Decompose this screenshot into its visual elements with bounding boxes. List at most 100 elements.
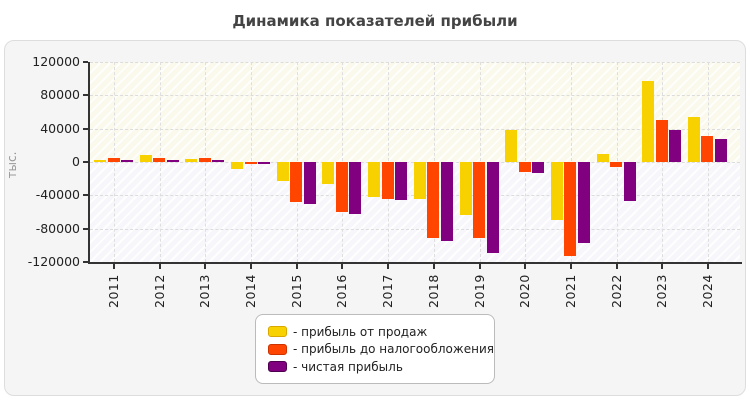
bar-2017-series1 <box>368 162 381 198</box>
bar-2013-series1 <box>185 159 198 162</box>
bar-2015-series2 <box>290 162 303 203</box>
plot-area <box>90 62 740 262</box>
bar-2015-series1 <box>276 162 289 181</box>
bar-2022-series1 <box>596 154 609 162</box>
bar-2011-series1 <box>94 159 106 162</box>
bar-2024-series2 <box>701 136 714 162</box>
y-tick-label: 40000 <box>40 120 80 136</box>
x-tick-label: 2021 <box>562 274 578 308</box>
y-axis-tick <box>83 194 88 197</box>
y-axis-tick <box>83 94 88 97</box>
gridline-h <box>90 62 740 63</box>
y-tick-label: -80000 <box>35 220 80 236</box>
bar-2019-series2 <box>473 162 486 239</box>
bar-2021-series3 <box>577 162 590 243</box>
bar-2020-series2 <box>518 162 531 173</box>
x-axis-tick <box>706 264 709 269</box>
bar-2024-series3 <box>714 138 727 162</box>
bar-2012-series2 <box>153 158 166 162</box>
x-tick-label: 2011 <box>106 274 121 308</box>
bar-2022-series3 <box>623 162 636 202</box>
y-axis-tick <box>83 61 88 63</box>
bar-2019-series3 <box>486 162 499 253</box>
bar-2016-series2 <box>335 162 348 213</box>
bar-2018-series1 <box>413 162 426 200</box>
bar-2021-series2 <box>564 162 577 257</box>
bar-2018-series2 <box>427 162 440 239</box>
x-tick-label: 2024 <box>699 274 715 308</box>
x-tick-label: 2023 <box>654 274 670 308</box>
x-axis-tick <box>524 264 527 269</box>
legend-label: - чистая прибыль <box>293 359 403 374</box>
x-tick-label: 2016 <box>334 274 350 308</box>
legend-swatch-icon <box>268 343 287 355</box>
bar-2018-series3 <box>440 162 453 241</box>
legend-label: - прибыль от продаж <box>293 324 428 339</box>
x-tick-label: 2019 <box>471 274 487 308</box>
y-tick-label: -40000 <box>35 187 80 203</box>
gridline-h <box>90 128 740 130</box>
x-axis-tick <box>661 264 664 269</box>
bar-2016-series1 <box>322 162 335 185</box>
x-axis-tick <box>204 264 207 269</box>
bar-2017-series3 <box>395 162 408 200</box>
bar-2017-series2 <box>381 162 394 199</box>
x-tick-label: 2013 <box>197 274 213 308</box>
x-axis-tick <box>387 264 390 269</box>
y-tick-label: 80000 <box>40 87 80 103</box>
y-axis-tick <box>83 161 88 163</box>
bar-2020-series3 <box>532 162 545 173</box>
gridline-v <box>159 62 161 262</box>
legend-item: - прибыль до налогообложения <box>268 342 494 357</box>
x-axis-tick <box>113 264 115 269</box>
bar-2022-series2 <box>610 162 623 167</box>
bar-2020-series1 <box>505 129 518 162</box>
x-axis-line <box>88 262 742 264</box>
bar-2011-series2 <box>107 158 120 162</box>
bar-2019-series1 <box>459 162 472 215</box>
bar-2013-series2 <box>198 157 211 162</box>
y-tick-label: 120000 <box>32 54 80 69</box>
x-axis-tick <box>615 264 618 269</box>
x-axis-tick <box>432 264 435 269</box>
bar-2012-series1 <box>139 155 152 162</box>
x-tick-label: 2014 <box>243 274 259 308</box>
x-tick-label: 2022 <box>608 274 624 308</box>
y-tick-label: -120000 <box>27 254 80 269</box>
x-axis-tick <box>478 264 481 269</box>
x-axis-tick <box>158 264 161 269</box>
x-axis-tick <box>250 264 253 269</box>
x-tick-label: 2015 <box>288 274 304 308</box>
bar-2011-series3 <box>121 160 133 162</box>
bar-2012-series3 <box>166 160 179 162</box>
gridline-v <box>662 62 664 262</box>
bar-2023-series1 <box>642 81 655 162</box>
bar-2024-series1 <box>687 117 700 162</box>
gridline-h <box>90 95 740 97</box>
bar-2023-series2 <box>655 119 668 162</box>
y-axis-tick <box>83 261 88 263</box>
x-tick-label: 2017 <box>380 274 396 308</box>
y-axis-line <box>88 62 90 264</box>
legend-box: - прибыль от продаж - прибыль до налогооб… <box>255 314 495 384</box>
bar-2014-series3 <box>258 162 271 165</box>
x-tick-label: 2012 <box>151 274 167 308</box>
bar-2023-series3 <box>669 130 682 162</box>
gridline-v <box>707 62 709 262</box>
gridline-v <box>205 62 207 262</box>
y-axis-tick <box>83 127 88 130</box>
y-axis-tick <box>83 227 88 230</box>
legend-swatch-icon <box>268 326 287 337</box>
legend-item: - прибыль от продаж <box>268 324 482 339</box>
y-tick-label: 0 <box>72 154 80 169</box>
bar-2021-series1 <box>550 162 563 221</box>
x-tick-label: 2018 <box>425 274 441 308</box>
legend-item: - чистая прибыль <box>268 359 482 374</box>
chart-title: Динамика показателей прибыли <box>232 12 518 30</box>
plot-positive-region <box>90 62 740 162</box>
legend-swatch-icon <box>268 361 287 372</box>
x-axis-tick <box>341 264 344 269</box>
x-tick-label: 2020 <box>517 274 533 308</box>
gridline-h <box>90 228 740 230</box>
